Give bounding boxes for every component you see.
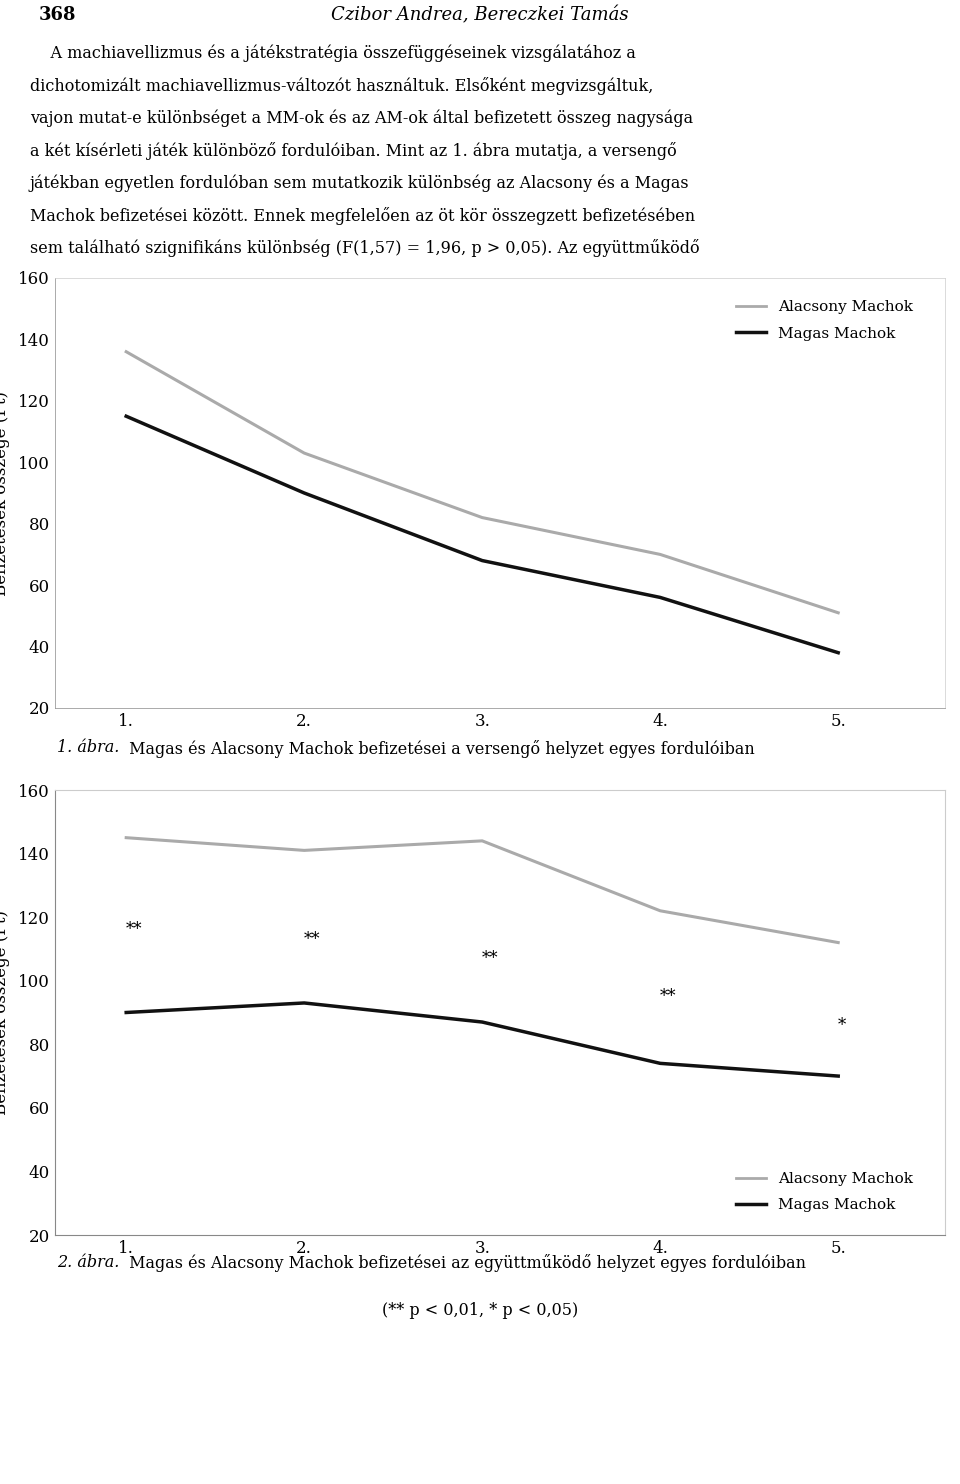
Text: 2. ábra.: 2. ábra. — [57, 1254, 119, 1270]
Text: sem található szignifikáns különbség (F(1,57) = 1,96, p > 0,05). Az együttműködő: sem található szignifikáns különbség (F(… — [30, 239, 700, 257]
Text: Machok befizetései között. Ennek megfelelően az öt kör összegzett befizetésében: Machok befizetései között. Ennek megfele… — [30, 206, 695, 224]
Text: *: * — [838, 1017, 847, 1034]
Text: Czibor Andrea, Bereczkei Tamás: Czibor Andrea, Bereczkei Tamás — [331, 6, 629, 24]
Legend: Alacsony Machok, Magas Machok: Alacsony Machok, Magas Machok — [730, 1166, 920, 1218]
Text: a két kísérleti játék különböző fordulóiban. Mint az 1. ábra mutatja, a versengő: a két kísérleti játék különböző fordulói… — [30, 142, 677, 160]
Text: A machiavellizmus és a játékstratégia összefüggéseinek vizsgálatához a: A machiavellizmus és a játékstratégia ös… — [30, 45, 636, 62]
Text: Magas és Alacsony Machok befizetései a versengő helyzet egyes fordulóiban: Magas és Alacsony Machok befizetései a v… — [125, 739, 756, 757]
Y-axis label: Befizetések összege (Ft): Befizetések összege (Ft) — [0, 910, 10, 1114]
Text: **: ** — [126, 922, 143, 938]
Text: 1. ábra.: 1. ábra. — [57, 739, 119, 757]
Text: **: ** — [482, 950, 498, 968]
Text: **: ** — [660, 988, 677, 1005]
Text: vajon mutat-e különbséget a MM-ok és az AM-ok által befizetett összeg nagysága: vajon mutat-e különbséget a MM-ok és az … — [30, 110, 693, 128]
Text: Magas és Alacsony Machok befizetései az együttműködő helyzet egyes fordulóiban: Magas és Alacsony Machok befizetései az … — [125, 1254, 806, 1272]
Text: **: ** — [304, 930, 321, 948]
Text: játékban egyetlen fordulóban sem mutatkozik különbség az Alacsony és a Magas: játékban egyetlen fordulóban sem mutatko… — [30, 175, 689, 191]
Legend: Alacsony Machok, Magas Machok: Alacsony Machok, Magas Machok — [730, 294, 920, 347]
Text: dichotomizált machiavellizmus-változót használtuk. Elsőként megvizsgáltuk,: dichotomizált machiavellizmus-változót h… — [30, 77, 654, 95]
Y-axis label: Befizetések összege (Ft): Befizetések összege (Ft) — [0, 390, 10, 595]
Text: (** p < 0,01, * p < 0,05): (** p < 0,01, * p < 0,05) — [382, 1301, 578, 1319]
Text: 368: 368 — [38, 6, 76, 24]
